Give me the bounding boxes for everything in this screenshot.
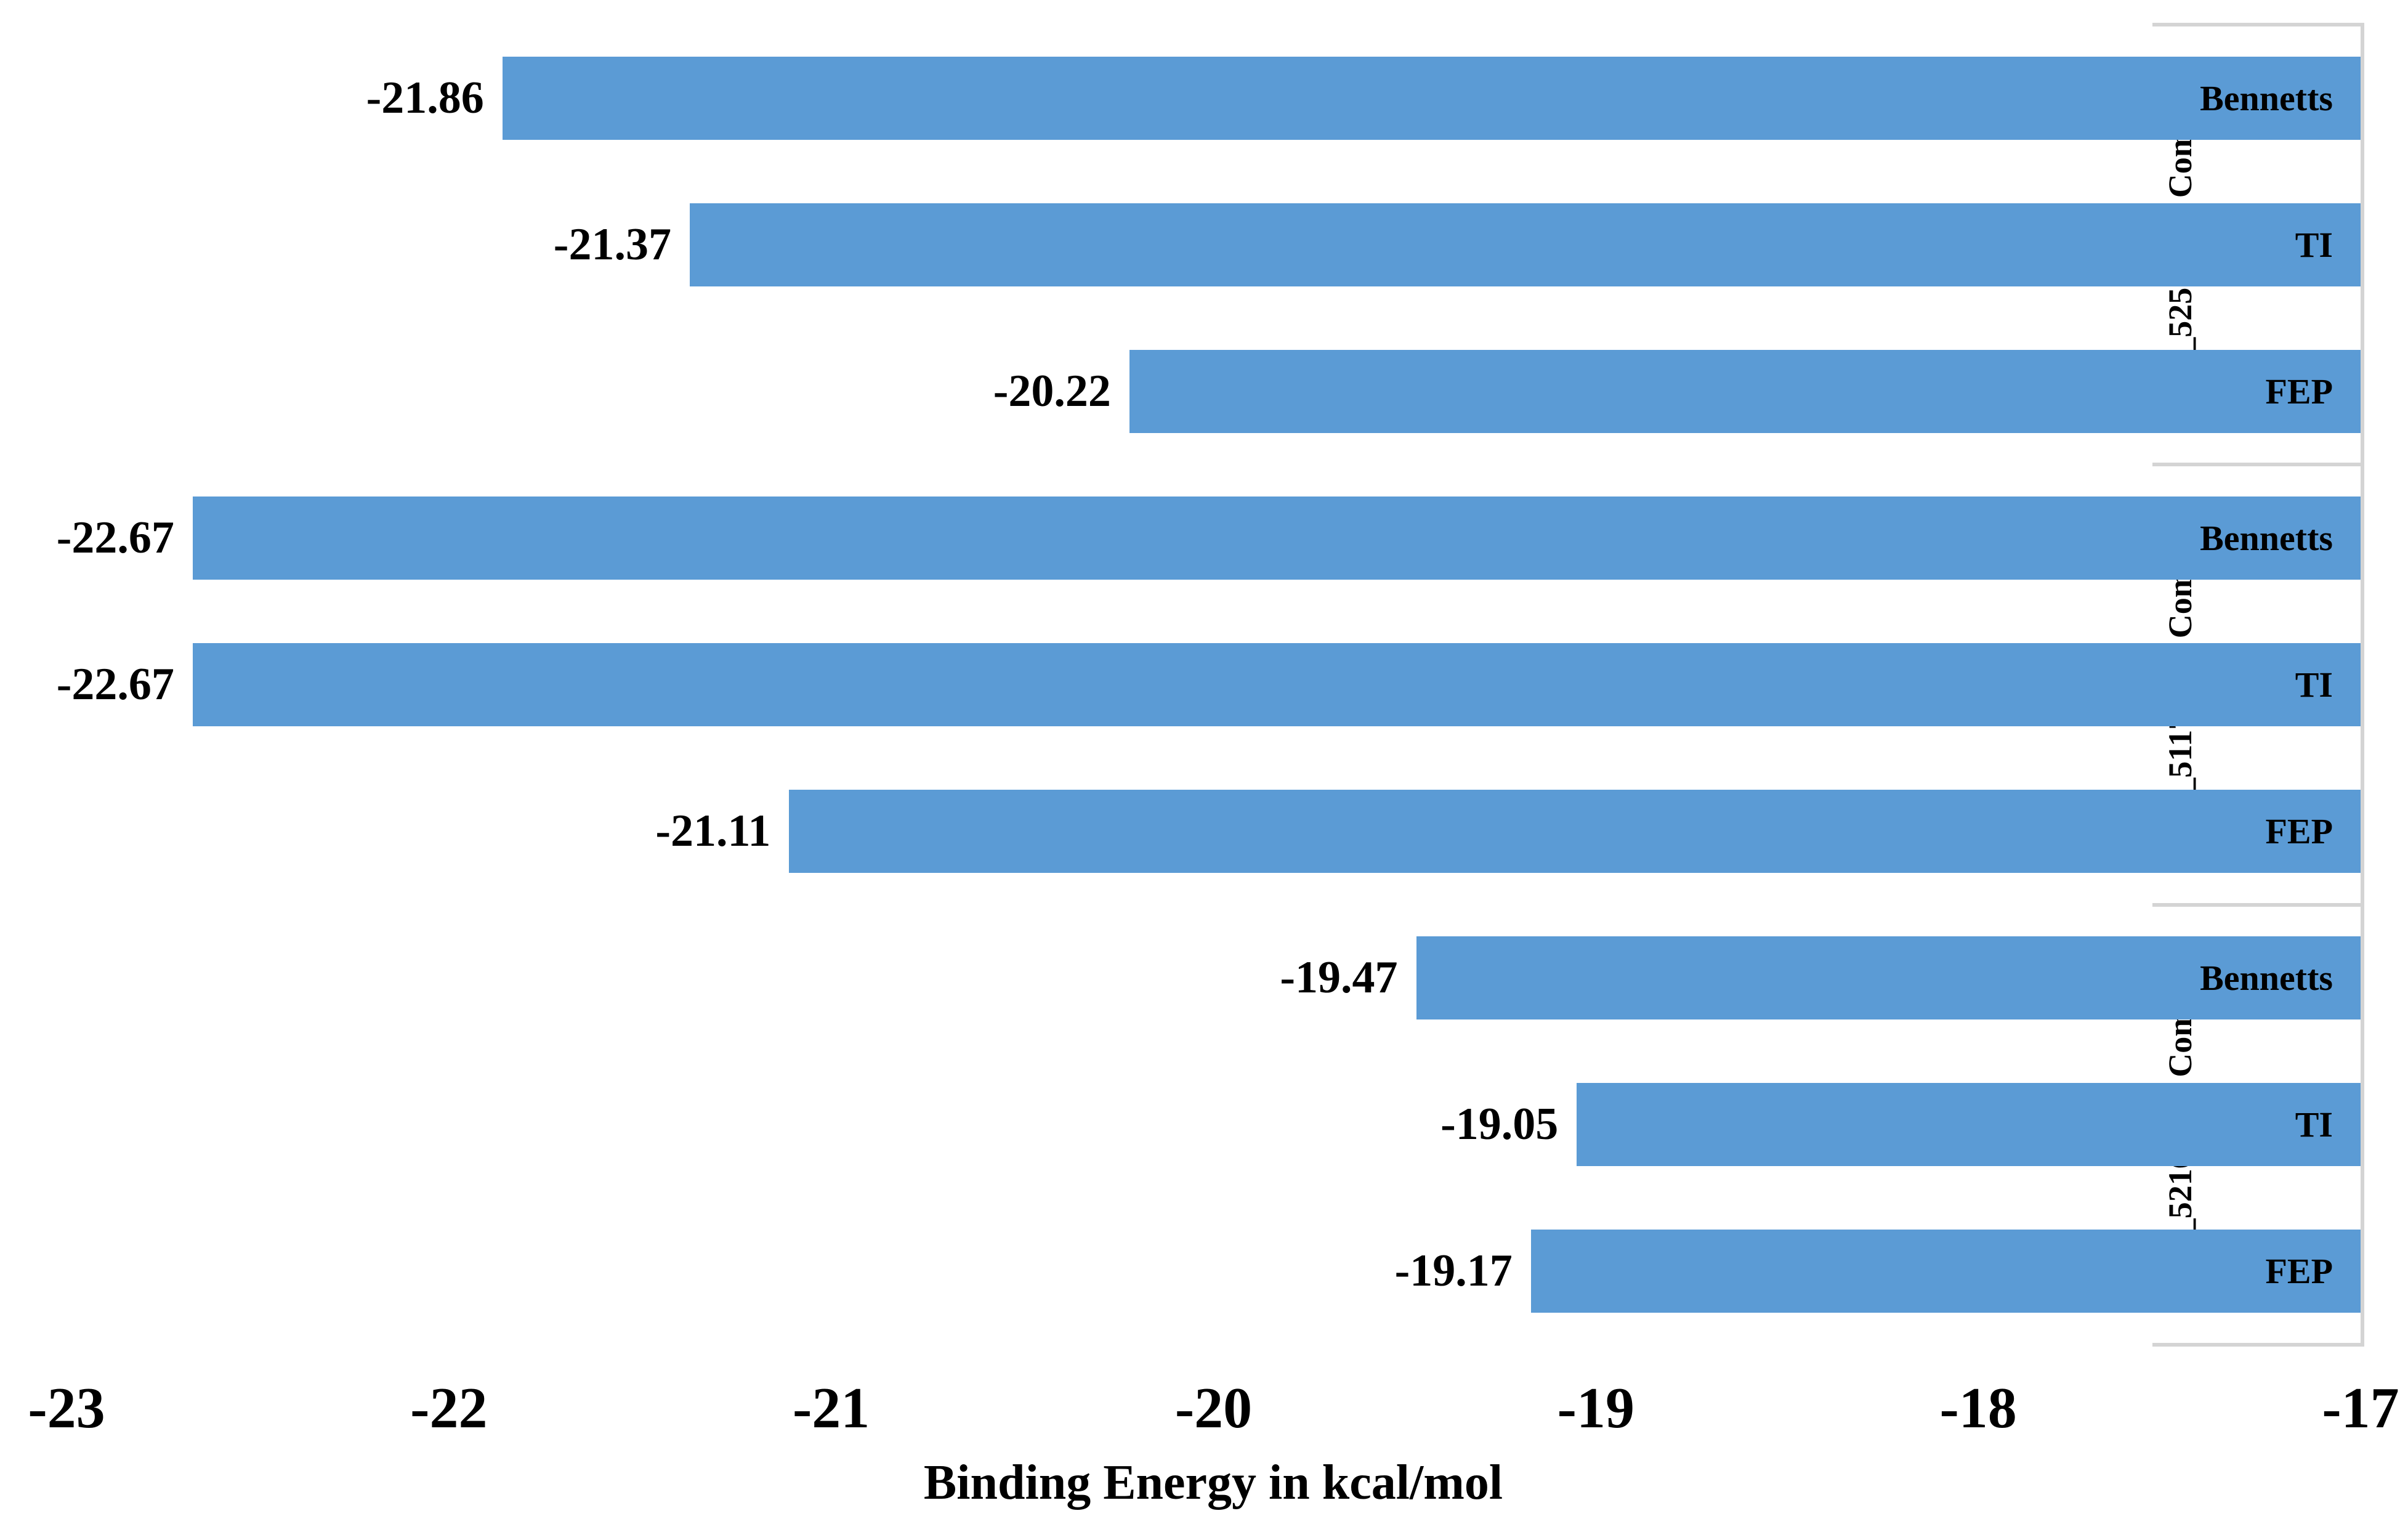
bar-value-label: -19.05 — [1440, 1099, 1559, 1150]
bar-category-label: FEP — [2265, 1251, 2333, 1292]
bar-ti — [689, 203, 2361, 286]
bar-category-label: TI — [2295, 224, 2333, 265]
bar-fep — [1530, 1230, 2361, 1313]
x-axis-tick-label: -18 — [1939, 1376, 2017, 1440]
bar-value-label: -21.86 — [366, 72, 484, 123]
bar-value-label: -21.11 — [655, 806, 771, 857]
bar-ti — [192, 643, 2361, 726]
category-axis-bottom-line — [2152, 1343, 2364, 1347]
bar-value-label: -20.22 — [993, 365, 1111, 416]
bar-category-label: FEP — [2265, 811, 2333, 852]
bar-category-label: FEP — [2265, 371, 2333, 411]
x-axis-title: Binding Energy in kcal/mol — [923, 1456, 1503, 1510]
bar-category-label: TI — [2295, 1104, 2333, 1145]
bar-fep — [1129, 349, 2361, 433]
bar-category-label: Bennetts — [2200, 958, 2333, 999]
x-axis-tick-label: -21 — [793, 1376, 870, 1440]
bar-value-label: -22.67 — [56, 512, 174, 563]
category-axis-line — [2361, 23, 2364, 1347]
bar-ti — [1577, 1083, 2361, 1167]
bar-value-label: -21.37 — [553, 219, 671, 270]
category-group-divider-line — [2152, 463, 2364, 467]
bar-category-label: Bennetts — [2200, 78, 2333, 118]
x-axis-tick-label: -20 — [1174, 1376, 1253, 1440]
bar-value-label: -19.17 — [1394, 1246, 1513, 1297]
x-axis-tick-label: -22 — [410, 1376, 488, 1440]
bar-bennetts — [502, 56, 2361, 140]
bar-value-label: -22.67 — [56, 659, 174, 710]
bar-value-label: -19.47 — [1280, 952, 1398, 1003]
bar-bennetts — [1416, 936, 2361, 1020]
bar-category-label: Bennetts — [2200, 517, 2333, 558]
x-axis-tick-label: -17 — [2322, 1376, 2399, 1440]
x-axis-tick-label: -19 — [1557, 1376, 1634, 1440]
category-group-divider-line — [2152, 902, 2364, 907]
bar-bennetts — [192, 496, 2361, 580]
x-axis-tick-label: -23 — [28, 1376, 105, 1440]
bar-fep — [789, 790, 2361, 873]
category-group-divider-line — [2152, 23, 2364, 26]
bar-category-label: TI — [2295, 665, 2333, 705]
